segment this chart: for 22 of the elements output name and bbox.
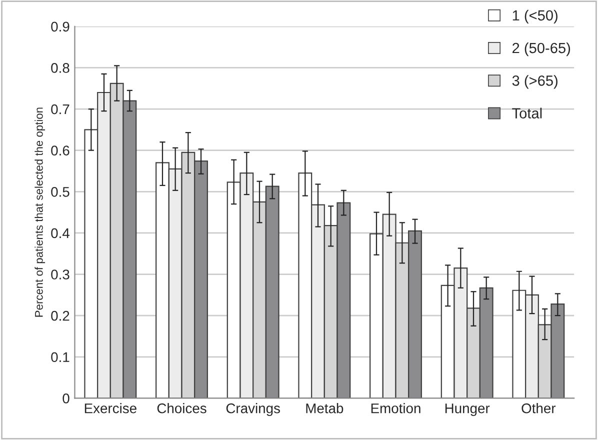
x-tick-label: Exercise bbox=[84, 403, 136, 414]
y-tick-label: 0.9 bbox=[51, 22, 70, 32]
y-tick-label: 0.6 bbox=[51, 146, 70, 156]
y-tick-label: 0.3 bbox=[51, 270, 70, 280]
y-tick-label: 0.2 bbox=[51, 310, 70, 321]
y-axis-title: Percent of patients that selected the option bbox=[34, 108, 46, 317]
x-tick-label: Hunger bbox=[445, 404, 490, 416]
y-tick-label: 0.8 bbox=[51, 63, 70, 73]
x-tick-label: Cravings bbox=[226, 403, 280, 416]
legend-label: 1 (<50) bbox=[512, 10, 558, 24]
legend-label: 3 (>65) bbox=[512, 75, 558, 89]
y-tick-label: 0.4 bbox=[51, 228, 70, 238]
x-tick-label: Metab bbox=[306, 403, 344, 414]
legend-label: 2 (50-65) bbox=[512, 42, 570, 56]
legend-label: Total bbox=[512, 108, 542, 118]
x-tick-label: Emotion bbox=[371, 403, 420, 414]
y-tick-label: 0 bbox=[62, 394, 70, 404]
x-tick-label: Choices bbox=[157, 403, 206, 414]
x-tick-label: Other bbox=[522, 403, 556, 414]
y-tick-label: 0.7 bbox=[51, 104, 70, 114]
y-tick-label: 0.5 bbox=[51, 186, 70, 197]
y-tick-label: 0.1 bbox=[51, 352, 70, 362]
